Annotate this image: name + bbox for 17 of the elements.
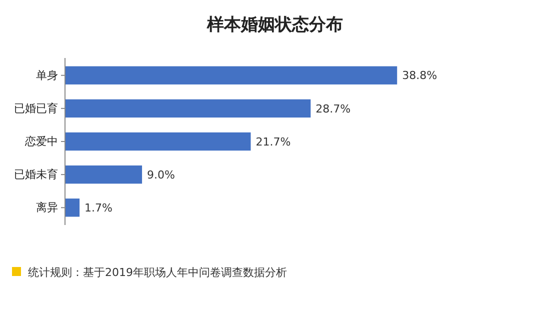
data-label: 28.7% (316, 102, 351, 116)
y-tick-label: 恋爱中 (24, 135, 58, 148)
data-label: 9.0% (147, 168, 175, 182)
y-tick-label: 单身 (36, 68, 58, 82)
bar (65, 165, 142, 184)
data-label: 21.7% (256, 135, 291, 148)
text: 统计规则：基于2019年职场人年中问卷调查数据分析 (28, 266, 287, 279)
data-label: 38.8% (402, 69, 438, 82)
bar (65, 99, 311, 118)
chart-title: 样本婚姻状态分布 (206, 15, 343, 35)
data-label: 1.7% (84, 201, 113, 214)
bar (65, 198, 80, 217)
y-tick-label: 已婚未育 (14, 168, 58, 182)
bar (65, 132, 251, 151)
y-tick-label: 离异 (36, 201, 58, 214)
bar (65, 66, 398, 84)
y-tick-label: 已婚已育 (14, 102, 58, 115)
